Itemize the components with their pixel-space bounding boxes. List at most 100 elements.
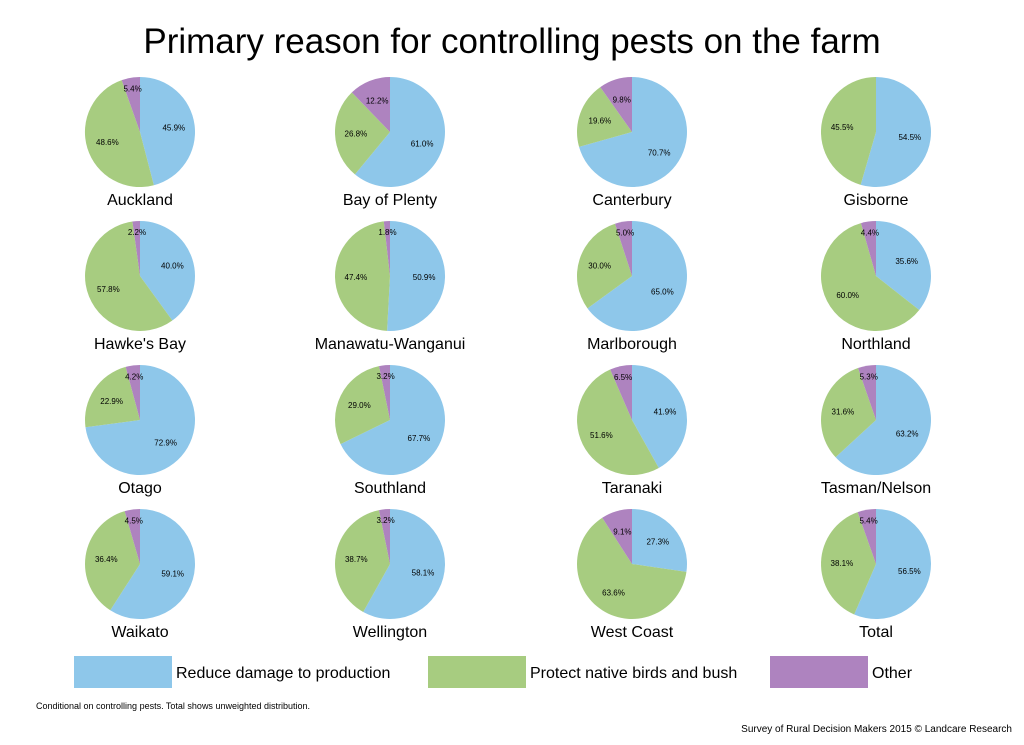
legend-swatch-protect xyxy=(428,656,526,688)
pie-otago: 72.9% 22.9% 4.2% Otago xyxy=(85,365,196,497)
pie-value-label: 12.2% xyxy=(366,96,389,105)
pie-slice-protect xyxy=(577,369,659,475)
pie-value-label: 36.4% xyxy=(95,555,118,564)
pie-value-label: 4.2% xyxy=(125,372,143,381)
legend: Reduce damage to production Protect nati… xyxy=(0,656,1024,692)
pie-value-label: 60.0% xyxy=(836,291,859,300)
pie-value-label: 4.5% xyxy=(125,516,143,525)
pie-value-label: 56.5% xyxy=(898,567,921,576)
source-credit: Survey of Rural Decision Makers 2015 © L… xyxy=(741,724,1012,735)
pie-slice-reduce xyxy=(632,365,688,469)
pie-taranaki: 41.9% 51.6% 6.5% Taranaki xyxy=(577,365,688,497)
pie-value-label: 70.7% xyxy=(648,149,671,158)
legend-swatch-reduce xyxy=(74,656,172,688)
pie-slice-other xyxy=(857,509,876,564)
pie-value-label: 54.5% xyxy=(898,133,921,142)
pie-slice-reduce xyxy=(835,365,931,476)
pie-value-label: 59.1% xyxy=(161,570,184,579)
pie-slice-other xyxy=(610,365,632,420)
pie-west-coast: 27.3% 63.6% 9.1% West Coast xyxy=(577,508,688,641)
pie-region-label: Marlborough xyxy=(587,336,677,353)
pie-slice-other xyxy=(124,509,140,564)
pie-region-label: West Coast xyxy=(591,624,674,641)
pie-value-label: 38.7% xyxy=(345,555,368,564)
pie-value-label: 35.6% xyxy=(895,257,918,266)
pie-value-label: 63.2% xyxy=(896,430,919,439)
pie-slice-protect xyxy=(85,511,140,611)
footnote: Conditional on controlling pests. Total … xyxy=(36,701,310,711)
pie-canterbury: 70.7% 19.6% 9.8% Canterbury xyxy=(576,77,688,209)
pie-value-label: 58.1% xyxy=(412,569,435,578)
pie-slice-reduce xyxy=(140,77,196,186)
pie-slice-other xyxy=(121,77,140,132)
pie-slice-other xyxy=(379,365,390,420)
pie-slice-reduce xyxy=(354,77,445,187)
pie-region-label: Wellington xyxy=(353,624,427,641)
pie-value-label: 3.2% xyxy=(376,516,394,525)
pie-region-label: Northland xyxy=(841,336,910,353)
pie-slice-reduce xyxy=(140,221,196,321)
pie-slice-reduce xyxy=(110,509,196,619)
pie-gisborne: 54.5% 45.5% Gisborne xyxy=(820,76,931,209)
pie-slice-reduce xyxy=(876,221,932,310)
pie-slice-reduce xyxy=(860,77,931,187)
pie-value-label: 38.1% xyxy=(831,559,854,568)
pie-northland: 35.6% 60.0% 4.4% Northland xyxy=(821,221,932,353)
pie-value-label: 27.3% xyxy=(646,538,669,547)
pie-slice-reduce xyxy=(387,220,446,331)
pie-slice-protect xyxy=(335,510,390,613)
pie-slice-other xyxy=(132,221,140,276)
pie-value-label: 5.4% xyxy=(859,517,877,526)
pie-region-label: Auckland xyxy=(107,192,173,209)
pie-value-label: 26.8% xyxy=(345,129,368,138)
pie-southland: 67.7% 29.0% 3.2% Southland xyxy=(334,365,445,497)
pie-slice-other xyxy=(379,509,390,564)
pie-region-label: Tasman/Nelson xyxy=(821,480,931,497)
pie-region-label: Southland xyxy=(354,480,426,497)
pie-slice-reduce xyxy=(587,221,687,332)
pie-total: 56.5% 38.1% 5.4% Total xyxy=(821,509,931,641)
pie-slice-reduce xyxy=(632,508,688,572)
pie-hawke-s-bay: 40.0% 57.8% 2.2% Hawke's Bay xyxy=(85,221,196,353)
pie-slice-other xyxy=(600,77,632,132)
pie-value-label: 41.9% xyxy=(654,407,677,416)
pie-value-label: 5.3% xyxy=(860,373,878,382)
pie-region-label: Bay of Plenty xyxy=(343,192,437,209)
pie-value-label: 3.2% xyxy=(376,372,394,381)
pie-slice-protect xyxy=(576,223,632,309)
pie-grid: 45.9% 48.6% 5.4% Auckland 61.0% 26.8% 12.2% Bay… xyxy=(84,76,932,641)
pie-value-label: 67.7% xyxy=(408,434,431,443)
pie-manawatu-wanganui: 50.9% 47.4% 1.8% Manawatu-Wanganui xyxy=(315,220,465,353)
pie-value-label: 1.8% xyxy=(378,228,396,237)
pie-value-label: 31.6% xyxy=(832,408,855,417)
pie-value-label: 29.0% xyxy=(348,401,371,410)
pie-region-label: Gisborne xyxy=(844,192,909,209)
legend-label-other: Other xyxy=(872,665,913,682)
legend-swatch-other xyxy=(770,656,868,688)
pie-value-label: 61.0% xyxy=(411,140,434,149)
pie-slice-other xyxy=(860,221,876,276)
pie-slice-protect xyxy=(335,221,390,331)
pie-region-label: Hawke's Bay xyxy=(94,336,186,353)
pie-value-label: 2.2% xyxy=(128,228,146,237)
pie-auckland: 45.9% 48.6% 5.4% Auckland xyxy=(84,77,196,209)
pie-slice-reduce xyxy=(340,365,445,475)
pie-slice-other xyxy=(602,509,632,564)
pie-region-label: Otago xyxy=(118,480,162,497)
pie-slice-protect xyxy=(85,221,173,331)
pie-value-label: 45.9% xyxy=(162,124,185,133)
pie-slice-protect xyxy=(821,223,920,332)
pie-value-label: 48.6% xyxy=(96,138,119,147)
pie-wellington: 58.1% 38.7% 3.2% Wellington xyxy=(335,509,445,641)
pie-slice-protect xyxy=(84,80,154,188)
pie-region-label: Total xyxy=(859,624,893,641)
pie-marlborough: 65.0% 30.0% 5.0% Marlborough xyxy=(576,220,687,353)
pie-slice-protect xyxy=(820,76,876,185)
pie-value-label: 65.0% xyxy=(651,288,674,297)
pie-value-label: 30.0% xyxy=(588,262,611,271)
pie-value-label: 47.4% xyxy=(345,273,368,282)
pie-slice-other xyxy=(351,77,390,132)
pie-value-label: 57.8% xyxy=(97,285,120,294)
pie-value-label: 5.4% xyxy=(123,85,141,94)
pie-slice-protect xyxy=(334,366,390,445)
